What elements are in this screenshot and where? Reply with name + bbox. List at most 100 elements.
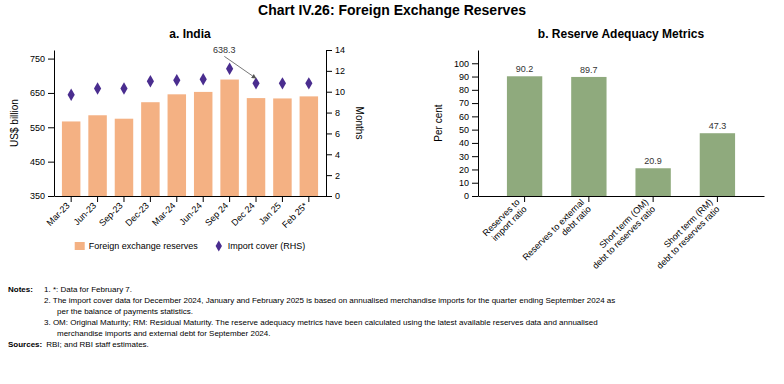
legend-label: Foreign exchange reserves [89,241,199,251]
legend-swatch [216,240,222,251]
tick-label: Mar-23 [45,201,72,228]
tick-label: Jun-24 [177,201,204,228]
tick-label: Short term (OM)debt to reserves ratio [583,197,657,271]
tick-mark [326,154,332,155]
tick-label: 100 [454,59,469,69]
tick: 12 [326,66,345,76]
legend-item: Import cover (RHS) [216,240,306,251]
tick: Short term (OM)debt to reserves ratio [583,196,657,271]
point [120,82,127,94]
tick: 60 [459,112,478,122]
tick: 450 [30,157,54,167]
tick-mark [123,196,124,202]
marks [507,76,735,196]
tick: 650 [30,88,54,98]
panel: 90.289.720.947.30102030405060708090100Re… [433,27,765,271]
annotation-text: 638.3 [213,45,236,55]
tick-mark [203,196,204,202]
tick-label: Dec 24 [229,201,256,228]
tick: 100 [454,59,478,69]
tick: 30 [459,152,478,162]
tick-mark [256,196,257,202]
annotation-arrow [224,56,256,78]
tick-label: 450 [30,157,45,167]
tick-label: 40 [459,138,469,148]
bar [194,92,212,196]
tick-label: Sep-23 [97,201,125,229]
tick-label: 4 [335,150,340,160]
tick-label: 30 [459,152,469,162]
tick-mark [472,90,478,91]
tick-mark [472,143,478,144]
point [147,75,154,87]
tick-mark [472,103,478,104]
tick-label: 750 [30,54,45,64]
tick: 6 [326,129,340,139]
tick-label: 60 [459,112,469,122]
tick-mark [472,63,478,64]
annotation: 638.3 [213,45,256,78]
bar [571,77,606,196]
marks [62,63,318,196]
tick-mark [326,92,332,93]
tick-mark [282,196,283,202]
tick-mark [97,196,98,202]
point [94,82,101,94]
axis-line [478,51,479,197]
tick-label: 2 [335,171,340,181]
tick-mark [308,196,309,202]
tick: 40 [459,138,478,148]
tick-mark [326,113,332,114]
tick-label: 0 [335,191,340,201]
data-label: 20.9 [644,156,662,166]
axis-title: US$ billion [9,99,20,147]
tick-mark [48,127,54,128]
axis-title: Months [354,107,365,140]
tick-label: 80 [459,85,469,95]
tick: 50 [459,125,478,135]
tick: Short term (RM)debt to reserves ratio [648,196,722,271]
bar [700,133,735,196]
tick-label: 50 [459,125,469,135]
tick: Jun-24 [177,196,204,227]
tick-label: Dec-23 [123,201,151,229]
note-line: 2. The import cover data for December 20… [44,296,615,305]
tick-mark [472,183,478,184]
point [279,77,286,89]
panel-title: a. India [169,27,211,41]
tick-mark [472,130,478,131]
legend-swatch [75,242,85,250]
tick: 0 [326,191,340,201]
tick-mark [326,175,332,176]
tick-mark [653,196,654,202]
tick: Feb 25* [280,196,310,230]
tick: 20 [459,165,478,175]
data-label: 90.2 [516,64,534,74]
tick: 90 [459,72,478,82]
tick-label: 650 [30,88,45,98]
tick-mark [472,116,478,117]
tick: 4 [326,150,340,160]
tick: 10 [459,178,478,188]
tick-label: Short term (RM)debt to reserves ratio [648,197,722,271]
tick: 80 [459,85,478,95]
tick-mark [472,169,478,170]
axis: Mar-23Jun-23Sep-23Dec-23Mar-24Jun-24Sep … [45,196,327,230]
note-line: 1. *: Data for February 7. [44,285,132,294]
tick-label: 12 [335,66,345,76]
tick-mark [71,196,72,202]
bar [141,102,159,196]
point [173,74,180,86]
tick: Dec 24 [229,196,256,228]
tick: 0 [464,191,478,201]
tick: Mar-23 [45,196,72,228]
note-line: merchandise imports and external debt fo… [57,329,270,338]
bar [635,168,670,196]
tick-label: 20 [459,165,469,175]
tick-label: 70 [459,98,469,108]
tick-label: 14 [335,45,345,55]
tick-mark [48,93,54,94]
tick-label: 90 [459,72,469,82]
axis: 350450550650750 [30,51,55,202]
axis-line [55,196,327,197]
